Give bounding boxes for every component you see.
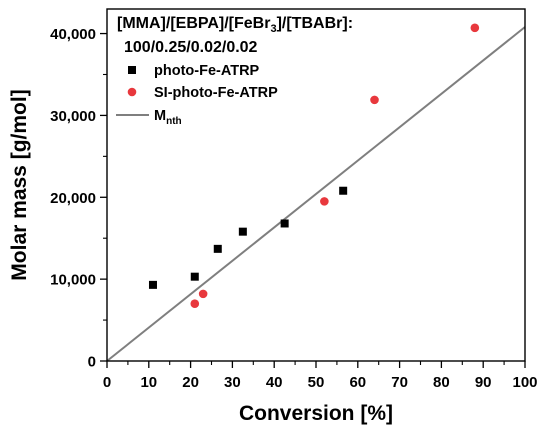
subscript: 3 [270,23,276,35]
legend-circle-marker [127,87,137,97]
y-axis-ticks: 0 10,000 20,000 30,000 40,000 [50,26,107,371]
y-tick-label: 40,000 [50,26,96,43]
x-tick-label: 90 [475,374,492,391]
legend: photo-Fe-ATRP SI-photo-Fe-ATRP Mnth [116,63,278,127]
y-tick-label: 30,000 [50,108,96,125]
x-tick-label: 60 [349,374,366,391]
conditions-annotation: [MMA]/[EBPA]/[FeBr3]/[TBABr]: 100/0.25/0… [117,15,353,56]
data-points [148,23,480,308]
legend-label-mnth: Mnth [154,108,182,127]
conditions-line-2: 100/0.25/0.02/0.02 [124,39,258,56]
y-tick-label: 0 [88,354,96,371]
x-tick-label: 50 [308,374,325,391]
y-tick-label: 20,000 [50,190,96,207]
conditions-text: ]/[TBABr]: [277,15,353,32]
x-tick-label: 40 [266,374,283,391]
legend-label-si-photo: SI-photo-Fe-ATRP [154,85,278,101]
photo-fe-atrp-point [190,272,199,281]
x-tick-label: 80 [433,374,450,391]
photo-fe-atrp-point [280,219,289,228]
y-axis-title: Molar mass [g/mol] [8,89,31,280]
photo-fe-atrp-point [238,227,247,236]
theory-line [106,26,526,362]
si-photo-fe-atrp-point [190,299,200,308]
photo-fe-atrp-point [339,186,348,195]
x-tick-label: 10 [140,374,157,391]
y-tick-label: 10,000 [50,272,96,289]
si-photo-fe-atrp-point [320,197,329,206]
x-tick-label: 30 [224,374,241,391]
theory-line-layer [106,26,526,362]
x-tick-label: 70 [391,374,408,391]
si-photo-fe-atrp-point [370,95,379,105]
si-photo-fe-atrp-point [470,23,480,33]
x-axis-ticks: 0 10 20 30 40 50 60 70 80 90 100 [103,361,538,391]
x-tick-label: 20 [182,374,199,391]
x-axis-title: Conversion [%] [239,402,393,425]
photo-fe-atrp-point [148,280,157,289]
legend-label-photo: photo-Fe-ATRP [154,63,260,79]
x-tick-label: 0 [103,374,111,391]
photo-fe-atrp-point [213,244,222,253]
legend-square-marker [128,66,136,74]
x-tick-label: 100 [512,374,537,391]
conditions-line-1: [MMA]/[EBPA]/[FeBr3]/[TBABr]: [117,15,353,35]
conditions-text: [MMA]/[EBPA]/[FeBr [117,15,270,32]
plot-area-frame [106,8,526,362]
si-photo-fe-atrp-point [198,289,208,299]
